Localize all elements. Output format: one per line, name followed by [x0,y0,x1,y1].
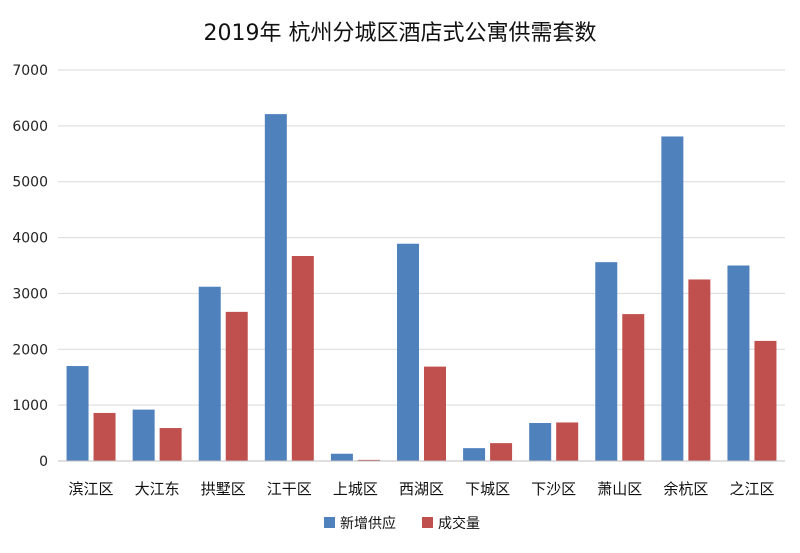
x-tick-label: 下沙区 [531,480,576,498]
legend-swatch [324,517,335,528]
y-tick-label: 7000 [12,63,48,79]
bar-deals [556,422,579,461]
x-tick-label: 西湖区 [399,480,444,498]
bar-deals [490,443,513,461]
bar-deals [622,314,645,461]
y-tick-label: 0 [39,454,48,470]
x-tick-label: 下城区 [465,480,510,498]
bar-supply [330,453,353,461]
bars [66,114,777,462]
x-tick-label: 江干区 [267,480,312,498]
bar-supply [727,265,750,461]
bar-deals [93,412,116,461]
y-tick-label: 2000 [12,342,48,358]
legend-label: 成交量 [438,515,480,532]
chart-title: 2019年 杭州分城区酒店式公寓供需套数 [204,21,597,46]
bar-supply [463,448,486,461]
x-tick-label: 余杭区 [663,480,708,498]
bar-supply [595,262,618,461]
x-tick-label: 之江区 [729,480,774,498]
bar-supply [661,136,684,461]
x-tick-label: 上城区 [333,480,378,498]
bar-deals [754,340,777,461]
legend: 新增供应 成交量 [324,515,480,532]
legend-swatch [422,517,433,528]
bar-deals [225,311,248,461]
y-tick-label: 3000 [12,286,48,302]
y-tick-label: 1000 [12,398,48,414]
bar-deals [291,256,314,461]
bar-deals [688,279,711,461]
bar-supply [66,366,89,461]
bar-deals [357,459,380,461]
y-tick-label: 4000 [12,231,48,247]
x-tick-label: 萧山区 [597,480,642,498]
y-tick-label: 6000 [12,119,48,135]
x-tick-label: 拱墅区 [201,480,246,498]
legend-label: 新增供应 [340,515,396,532]
gridlines [58,69,785,406]
bar-supply [132,409,155,461]
x-tick-label: 大江东 [135,480,180,498]
bar-supply [397,243,419,461]
y-tick-label: 5000 [12,175,48,191]
bar-deals [159,428,182,461]
x-tick-label: 滨江区 [69,480,114,498]
y-axis-tick-labels: 0 1000 2000 3000 4000 5000 6000 7000 [12,63,48,470]
x-axis-tick-labels: 滨江区 大江东 拱墅区 江干区 上城区 西湖区 下城区 下沙区 萧山区 余杭区 之江区 [69,480,775,498]
bar-deals [424,366,446,461]
bar-supply [198,286,221,461]
bar-supply [529,423,552,461]
bar-supply [264,114,287,462]
